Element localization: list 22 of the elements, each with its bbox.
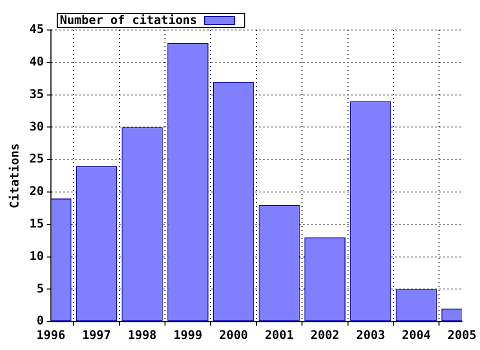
x-tick-label: 1997 <box>82 328 111 342</box>
x-tick-label: 2004 <box>402 328 431 342</box>
x-tick-label: 1999 <box>173 328 202 342</box>
x-tick-label: 2001 <box>264 328 294 342</box>
x-tick-label: 2000 <box>219 328 248 342</box>
y-axis-title: Citations <box>7 143 22 208</box>
legend-label: Number of citations <box>60 13 198 28</box>
y-tick-label: 30 <box>29 119 44 134</box>
y-tick-label: 10 <box>29 248 44 263</box>
y-tick-label: 25 <box>29 152 44 166</box>
y-tick-label: 35 <box>29 86 44 101</box>
y-tick-label: 15 <box>29 216 44 231</box>
y-tick-label: 5 <box>36 281 44 296</box>
y-tick-label: 45 <box>29 22 44 36</box>
x-tick-label: 2005 <box>448 328 476 342</box>
y-tick-label: 0 <box>36 314 44 328</box>
x-tick-label: 1996 <box>36 328 66 342</box>
y-tick-label: 40 <box>29 54 44 69</box>
x-tick-label: 2003 <box>356 328 386 342</box>
y-tick-label: 20 <box>29 184 44 198</box>
x-tick-label: 1998 <box>128 328 157 342</box>
x-tick-label: 2002 <box>310 328 340 342</box>
